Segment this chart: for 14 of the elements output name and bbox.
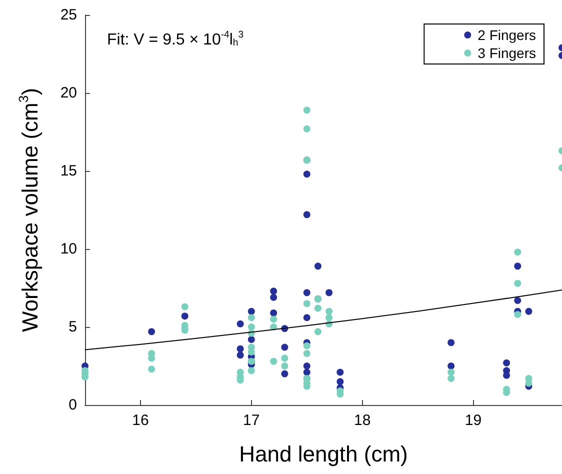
x-tick-label: 17: [243, 412, 260, 429]
x-tick-label: 16: [132, 412, 149, 429]
y-tick-label: 0: [68, 396, 77, 414]
y-axis-title: Workspace volume (cm3): [16, 88, 42, 332]
legend-label: 2 Fingers: [478, 27, 536, 43]
x-axis-title: Hand length (cm): [239, 442, 408, 466]
x-tick-label: 18: [354, 412, 371, 429]
x-tick-label: 19: [464, 412, 482, 429]
y-tick-label: 15: [60, 162, 77, 180]
y-tick-label: 20: [60, 84, 77, 102]
legend-label: 3 Fingers: [478, 45, 536, 61]
y-tick-label: 25: [60, 6, 77, 24]
y-tick-label: 5: [68, 318, 77, 336]
y-tick-label: 10: [60, 240, 77, 258]
